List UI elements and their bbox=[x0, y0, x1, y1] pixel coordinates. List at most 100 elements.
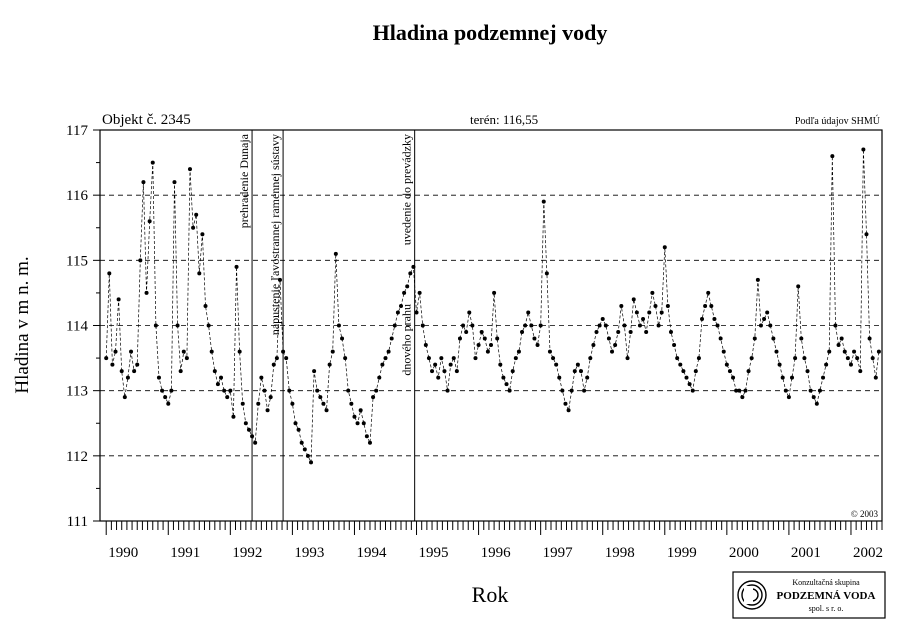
data-point bbox=[340, 336, 345, 341]
data-point bbox=[160, 388, 165, 393]
data-point bbox=[572, 369, 577, 374]
data-point bbox=[790, 375, 795, 380]
y-tick-label: 117 bbox=[66, 123, 88, 139]
data-point bbox=[644, 330, 649, 335]
data-point bbox=[327, 362, 332, 367]
data-point bbox=[675, 356, 680, 361]
data-point bbox=[867, 336, 872, 341]
copyright-label: © 2003 bbox=[851, 509, 879, 519]
x-tick-label: 1997 bbox=[543, 545, 574, 561]
data-point bbox=[243, 421, 248, 426]
data-point bbox=[774, 349, 779, 354]
data-point bbox=[544, 271, 549, 276]
data-point bbox=[852, 349, 857, 354]
data-point bbox=[386, 349, 391, 354]
data-point bbox=[461, 323, 466, 328]
data-point bbox=[799, 336, 804, 341]
data-point bbox=[479, 330, 484, 335]
data-point bbox=[104, 356, 109, 361]
data-point bbox=[634, 310, 639, 315]
x-tick-label: 2000 bbox=[729, 545, 759, 561]
data-point bbox=[749, 356, 754, 361]
data-point bbox=[271, 362, 276, 367]
data-point bbox=[696, 356, 701, 361]
data-point bbox=[575, 362, 580, 367]
data-point bbox=[641, 316, 646, 321]
data-point bbox=[516, 349, 521, 354]
x-tick-label: 1998 bbox=[605, 545, 635, 561]
x-tick-label: 2001 bbox=[791, 545, 821, 561]
data-point bbox=[777, 362, 782, 367]
data-point bbox=[845, 356, 850, 361]
data-point bbox=[836, 343, 841, 348]
data-point bbox=[504, 382, 509, 387]
data-point bbox=[231, 414, 236, 419]
grid-layer bbox=[100, 194, 882, 457]
data-point bbox=[603, 323, 608, 328]
data-point bbox=[383, 356, 388, 361]
data-point bbox=[873, 375, 878, 380]
data-point bbox=[187, 167, 192, 172]
data-point bbox=[637, 323, 642, 328]
data-point bbox=[513, 356, 518, 361]
data-point bbox=[737, 388, 742, 393]
data-point bbox=[277, 277, 282, 282]
data-point bbox=[405, 284, 410, 289]
y-tick-label: 116 bbox=[66, 188, 88, 204]
data-point bbox=[333, 251, 338, 256]
data-point bbox=[833, 323, 838, 328]
data-point bbox=[563, 401, 568, 406]
x-tick-label: 1990 bbox=[108, 545, 138, 561]
data-point bbox=[731, 375, 736, 380]
data-point bbox=[203, 303, 208, 308]
data-point bbox=[566, 408, 571, 413]
data-point bbox=[625, 356, 630, 361]
data-point bbox=[864, 232, 869, 237]
axis-layer: 111 112 113 114 115 116 117 1990 1991 1992 1993 199… bbox=[66, 123, 883, 561]
data-point bbox=[445, 388, 450, 393]
data-point bbox=[622, 323, 627, 328]
data-point bbox=[206, 323, 211, 328]
data-point bbox=[107, 271, 112, 276]
data-point bbox=[687, 382, 692, 387]
data-point bbox=[771, 336, 776, 341]
y-tick-label: 112 bbox=[66, 449, 88, 465]
data-point bbox=[377, 375, 382, 380]
x-tick-label: 1993 bbox=[294, 545, 324, 561]
x-tick-label: 1996 bbox=[481, 545, 512, 561]
data-point bbox=[808, 388, 813, 393]
data-point bbox=[374, 388, 379, 393]
data-point bbox=[420, 323, 425, 328]
data-point bbox=[399, 303, 404, 308]
data-point bbox=[309, 460, 314, 465]
data-point bbox=[821, 375, 826, 380]
data-point bbox=[746, 369, 751, 374]
data-point bbox=[557, 375, 562, 380]
data-point bbox=[678, 362, 683, 367]
data-point bbox=[321, 401, 326, 406]
event-label: prehradenie Dunaja bbox=[237, 133, 251, 228]
data-point bbox=[858, 369, 863, 374]
data-point bbox=[346, 388, 351, 393]
data-point bbox=[290, 401, 295, 406]
data-point bbox=[172, 180, 177, 185]
company-logo: Konzultačná skupina PODZEMNÁ VODA spol. … bbox=[732, 571, 886, 619]
data-point bbox=[343, 356, 348, 361]
data-point bbox=[296, 427, 301, 432]
data-point bbox=[752, 336, 757, 341]
data-point bbox=[262, 388, 267, 393]
data-point bbox=[259, 375, 264, 380]
data-point bbox=[464, 330, 469, 335]
data-point bbox=[451, 356, 456, 361]
data-point bbox=[153, 323, 158, 328]
data-point bbox=[250, 434, 255, 439]
data-point bbox=[848, 362, 853, 367]
x-tick-label: 1995 bbox=[419, 545, 449, 561]
data-point bbox=[194, 212, 199, 217]
data-point bbox=[389, 336, 394, 341]
data-point bbox=[113, 349, 118, 354]
data-point bbox=[827, 349, 832, 354]
series-layer bbox=[104, 147, 881, 465]
data-point bbox=[361, 421, 366, 426]
x-tick-label: 1999 bbox=[667, 545, 697, 561]
